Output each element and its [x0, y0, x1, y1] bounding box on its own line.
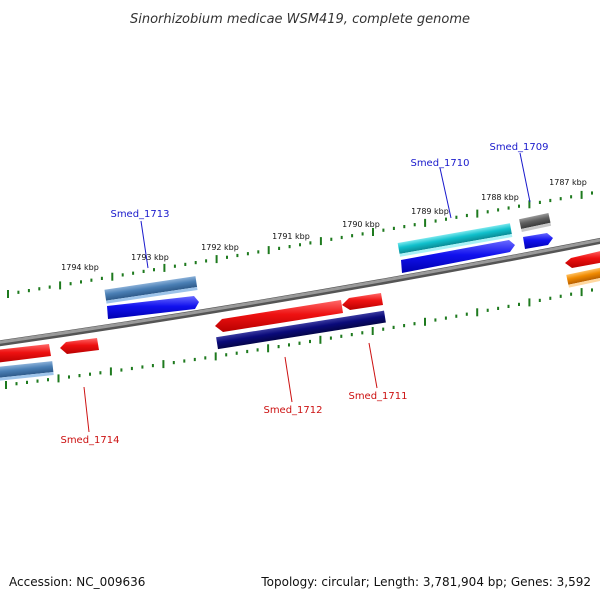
feature-partial-left-steel[interactable] — [0, 361, 54, 382]
kbp-label-1793: 1793 kbp — [131, 253, 169, 262]
feature-smed-1710-cds[interactable] — [397, 223, 513, 257]
gene-smed-1714-arrow[interactable] — [60, 338, 99, 354]
kbp-label-1789: 1789 kbp — [411, 207, 449, 216]
leader-smed-1709 — [519, 152, 531, 203]
gene-label-smed-1709[interactable]: Smed_1709 — [489, 142, 548, 153]
feature-partial-right-orange[interactable] — [566, 266, 600, 288]
upper-scale-ticks — [7, 190, 593, 298]
leader-smed-1712 — [284, 356, 293, 403]
gene-label-smed-1711[interactable]: Smed_1711 — [348, 391, 407, 402]
gene-smed-1709-arrow[interactable] — [523, 233, 553, 249]
gene-partial-right-red[interactable] — [565, 250, 600, 268]
kbp-label-1792: 1792 kbp — [201, 243, 239, 252]
gene-smed-1710-arrow[interactable] — [401, 240, 515, 273]
lower-scale-ticks — [5, 288, 593, 389]
map-title: Sinorhizobium medicae WSM419, complete g… — [130, 12, 470, 27]
feature-smed-1713-cds[interactable] — [104, 276, 198, 304]
feature-smed-1712-cds[interactable] — [216, 310, 386, 350]
gene-partial-left-red[interactable] — [0, 344, 51, 363]
gene-label-smed-1710[interactable]: Smed_1710 — [410, 158, 469, 169]
leader-smed-1713 — [140, 220, 149, 269]
gene-smed-1711-arrow[interactable] — [342, 293, 383, 310]
gene-label-smed-1712[interactable]: Smed_1712 — [263, 405, 322, 416]
kbp-label-1794: 1794 kbp — [61, 263, 99, 272]
gene-smed-1712-arrow[interactable] — [215, 300, 343, 332]
gene-label-smed-1714[interactable]: Smed_1714 — [60, 435, 119, 446]
kbp-label-1790: 1790 kbp — [342, 220, 380, 229]
genome-backbone — [0, 238, 600, 344]
leader-smed-1714 — [83, 386, 90, 433]
feature-smed-1709-cds[interactable] — [519, 213, 552, 232]
leader-smed-1710 — [439, 167, 452, 219]
kbp-label-1788: 1788 kbp — [481, 193, 519, 202]
accession-label: Accession: NC_009636 — [9, 575, 145, 589]
genome-summary: Topology: circular; Length: 3,781,904 bp… — [260, 575, 591, 589]
kbp-label-1791: 1791 kbp — [272, 232, 310, 241]
gene-smed-1713-arrow[interactable] — [107, 296, 199, 319]
leader-smed-1711 — [368, 342, 378, 389]
gene-label-smed-1713[interactable]: Smed_1713 — [110, 209, 169, 220]
kbp-label-1787: 1787 kbp — [549, 178, 587, 187]
